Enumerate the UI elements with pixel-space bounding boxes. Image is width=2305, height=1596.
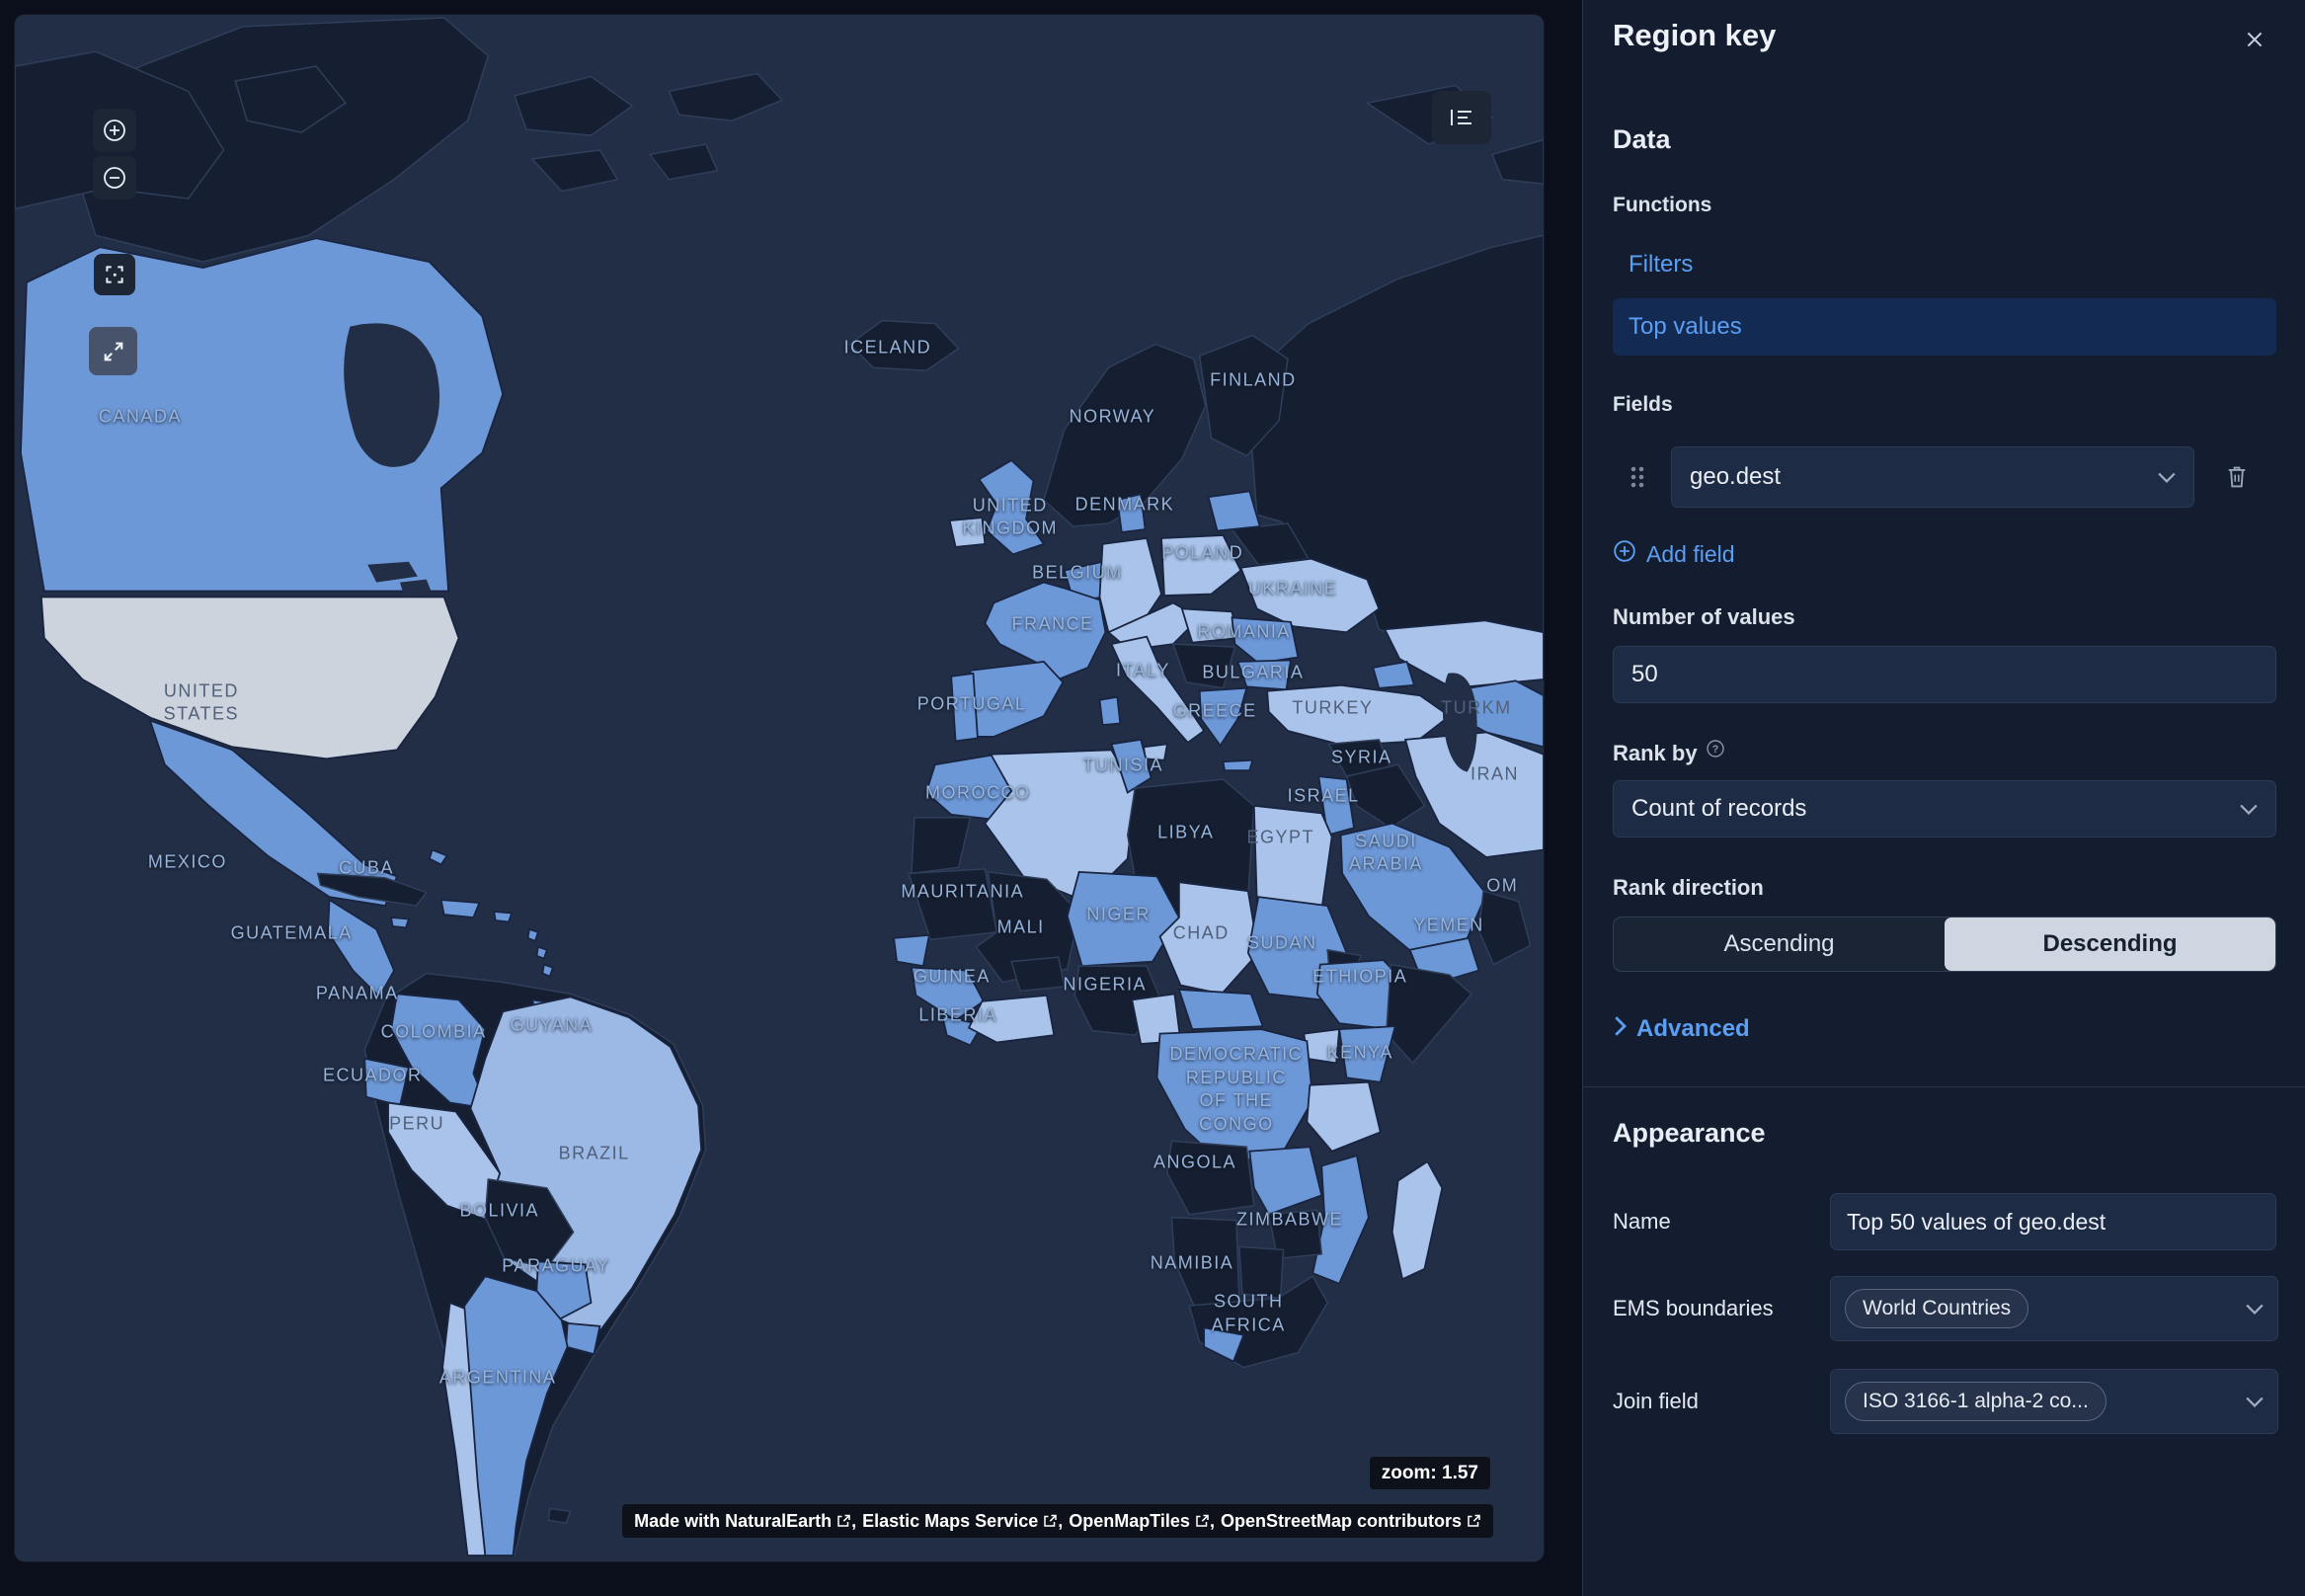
advanced-toggle[interactable]: Advanced: [1613, 1015, 1750, 1043]
filters-option-label: Filters: [1629, 251, 1694, 278]
map-attribution: Made with NaturalEarth, Elastic Maps Serv…: [622, 1504, 1493, 1538]
data-section-heading: Data: [1613, 124, 1671, 154]
ems-boundaries-label: EMS boundaries: [1613, 1296, 1774, 1320]
attribution-link[interactable]: Made with NaturalEarth: [634, 1511, 851, 1532]
fields-label: Fields: [1613, 393, 1673, 416]
descending-label: Descending: [2042, 930, 2178, 957]
function-option-top-values[interactable]: Top values: [1613, 298, 2276, 356]
panel-title: Region key: [1613, 18, 1777, 52]
svg-text:?: ?: [1711, 744, 1718, 756]
region-key-panel: Region key Data Functions Filters Top va…: [1582, 0, 2305, 1596]
top-values-option-label: Top values: [1629, 313, 1742, 340]
zoom-in-button[interactable]: [93, 109, 136, 152]
join-field-badge: ISO 3166-1 alpha-2 co...: [1845, 1382, 2106, 1421]
name-row: Name: [1613, 1193, 2278, 1250]
advanced-label: Advanced: [1636, 1015, 1750, 1042]
rank-by-label-text: Rank by: [1613, 741, 1698, 765]
ems-boundaries-select[interactable]: World Countries: [1830, 1276, 2278, 1341]
field-select-value: geo.dest: [1690, 463, 1782, 490]
name-label: Name: [1613, 1209, 1671, 1234]
ascending-label: Ascending: [1723, 930, 1835, 957]
rank-by-label: Rank by?: [1613, 739, 1725, 766]
expand-button[interactable]: [89, 327, 137, 375]
countries-layer: [15, 17, 1544, 1556]
trash-icon: [2225, 464, 2249, 493]
attribution-separator: ,: [1058, 1510, 1064, 1531]
number-of-values-label: Number of values: [1613, 604, 1795, 629]
function-option-filters[interactable]: Filters: [1613, 243, 2276, 286]
chevron-down-icon: [2158, 463, 2176, 491]
descending-button[interactable]: Descending: [1945, 918, 2275, 971]
rank-direction-label: Rank direction: [1613, 875, 1764, 900]
diagonal-arrows-icon: [101, 339, 126, 364]
rank-by-select-value: Count of records: [1631, 795, 1807, 822]
plus-in-circle-icon: [1613, 539, 1636, 569]
rank-by-select[interactable]: Count of records: [1613, 780, 2276, 838]
zoom-indicator: zoom: 1.57: [1369, 1457, 1490, 1489]
appearance-section-heading: Appearance: [1613, 1118, 1766, 1148]
attribution-link[interactable]: Elastic Maps Service: [862, 1511, 1058, 1532]
delete-field-button[interactable]: [2219, 460, 2255, 496]
ems-boundaries-badge: World Countries: [1845, 1289, 2029, 1328]
external-link-icon: [1044, 1514, 1057, 1527]
close-icon: [2244, 29, 2265, 53]
chevron-right-icon: [1613, 1015, 1627, 1043]
attribution-link[interactable]: OpenStreetMap contributors: [1221, 1511, 1481, 1532]
legend-lines-icon: [1448, 106, 1475, 129]
layer-name-input[interactable]: [1830, 1193, 2276, 1250]
external-link-icon: [1196, 1514, 1209, 1527]
external-link-icon: [837, 1514, 850, 1527]
field-select[interactable]: geo.dest: [1671, 446, 2194, 508]
ascending-button[interactable]: Ascending: [1614, 918, 1945, 971]
attribution-link[interactable]: OpenMapTiles: [1069, 1511, 1210, 1532]
zoom-indicator-text: zoom: 1.57: [1381, 1462, 1478, 1483]
legend-toggle-button[interactable]: [1432, 91, 1491, 144]
minus-circle-icon: [102, 165, 127, 191]
field-row: geo.dest: [1613, 446, 2276, 508]
fit-to-bounds-button[interactable]: [94, 254, 135, 295]
join-field-row: Join field ISO 3166-1 alpha-2 co...: [1613, 1369, 2278, 1434]
world-map[interactable]: [15, 15, 1544, 1561]
map-panel: CANADA UNITED STATES MEXICO CUBA GUATEMALA PA…: [15, 15, 1544, 1561]
chevron-down-icon: [2240, 795, 2258, 823]
frame-corners-icon: [103, 263, 126, 286]
functions-label: Functions: [1613, 194, 1712, 216]
external-link-icon: [1468, 1514, 1480, 1527]
ems-boundaries-row: EMS boundaries World Countries: [1613, 1276, 2278, 1341]
attribution-separator: ,: [1209, 1510, 1215, 1531]
drag-handle-icon[interactable]: [1623, 462, 1652, 492]
zoom-out-button[interactable]: [93, 156, 136, 200]
number-of-values-input[interactable]: [1613, 646, 2276, 703]
attribution-separator: ,: [851, 1510, 857, 1531]
chevron-down-icon: [2246, 1388, 2264, 1415]
chevron-down-icon: [2246, 1295, 2264, 1322]
join-field-select[interactable]: ISO 3166-1 alpha-2 co...: [1830, 1369, 2278, 1434]
join-field-label: Join field: [1613, 1389, 1699, 1413]
rank-direction-button-group: Ascending Descending: [1613, 917, 2276, 972]
section-divider: [1583, 1086, 2305, 1087]
help-icon[interactable]: ?: [1706, 739, 1725, 764]
plus-circle-icon: [102, 118, 127, 143]
add-field-label: Add field: [1646, 540, 1735, 567]
close-button[interactable]: [2238, 24, 2271, 57]
add-field-button[interactable]: Add field: [1613, 539, 1735, 569]
